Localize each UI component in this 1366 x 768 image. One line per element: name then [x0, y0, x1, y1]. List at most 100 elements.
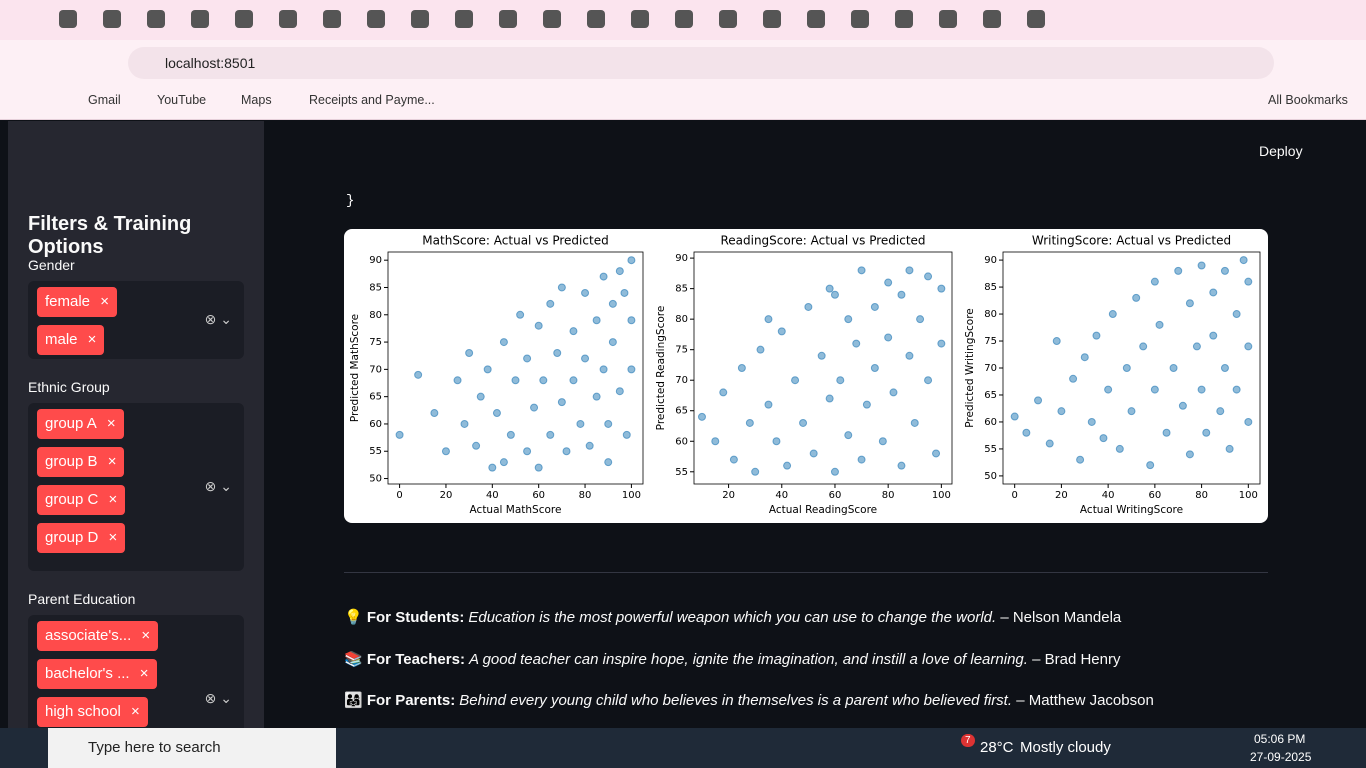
tab[interactable] [763, 10, 781, 28]
x-tick-label: 0 [396, 490, 402, 501]
icon: 📚 [344, 651, 363, 668]
icon: 💡 [344, 609, 363, 626]
multiselect[interactable]: associate's... bachelor's ... high schoo… [28, 615, 244, 728]
tab[interactable] [279, 10, 297, 28]
point [1244, 277, 1253, 286]
quote: 👨‍👩‍👧 For Parents: Behind every young chi… [344, 691, 1154, 709]
tab[interactable] [323, 10, 341, 28]
author: – Nelson Mandela [1000, 609, 1122, 626]
point [1076, 455, 1085, 464]
clock: 05:06 PM [1254, 732, 1306, 746]
tab[interactable] [939, 10, 957, 28]
point [1069, 374, 1078, 383]
point [1169, 364, 1178, 372]
tab[interactable] [235, 10, 253, 28]
point [764, 400, 773, 409]
y-tick-label: 85 [369, 282, 382, 293]
all-bookmarks[interactable]: All Bookmarks [1268, 93, 1348, 107]
tab[interactable] [719, 10, 737, 28]
multiselect[interactable]: group A group B group C group D ⊗ ⌄ [28, 403, 244, 571]
point [884, 333, 893, 342]
point [1150, 277, 1159, 286]
chip[interactable]: high school [37, 697, 148, 727]
tab[interactable] [191, 10, 209, 28]
x-tick-label: 100 [622, 490, 641, 501]
point [557, 398, 566, 407]
tab[interactable] [367, 10, 385, 28]
tab[interactable] [1027, 10, 1045, 28]
tab[interactable] [631, 10, 649, 28]
x-tick-label: 80 [579, 490, 592, 501]
chip[interactable]: associate's... [37, 621, 159, 651]
tab[interactable] [543, 10, 561, 28]
filter-label: Gender [28, 257, 75, 273]
tab[interactable] [455, 10, 473, 28]
x-tick-label: 80 [1195, 490, 1208, 501]
tab[interactable] [587, 10, 605, 28]
point [499, 338, 508, 347]
tab[interactable] [895, 10, 913, 28]
point [492, 409, 501, 418]
y-tick-label: 60 [675, 436, 688, 447]
chip[interactable]: group C [37, 485, 126, 515]
dropdown-controls[interactable]: ⊗ ⌄ [204, 311, 232, 327]
point [441, 447, 450, 456]
chip[interactable]: group B [37, 447, 125, 477]
point [1104, 385, 1113, 394]
deploy-button[interactable]: Deploy [1259, 143, 1303, 159]
tab[interactable] [983, 10, 1001, 28]
point [622, 430, 631, 439]
y-axis-label: Predicted ReadingScore [655, 306, 667, 431]
y-tick-label: 90 [675, 253, 688, 264]
point [825, 394, 834, 403]
point [1155, 320, 1164, 329]
icon: 👨‍👩‍👧 [344, 692, 363, 709]
point [604, 458, 613, 467]
search-box[interactable]: Type here to search [48, 728, 336, 768]
point [1232, 385, 1241, 394]
chip[interactable]: bachelor's ... [37, 659, 157, 689]
point [1209, 331, 1218, 340]
point [751, 467, 760, 476]
dropdown-controls[interactable]: ⊗ ⌄ [204, 690, 232, 706]
tab[interactable] [147, 10, 165, 28]
author: – Matthew Jacobson [1016, 692, 1154, 709]
point [924, 376, 933, 385]
bookmark[interactable]: Maps [241, 93, 272, 107]
point [592, 392, 601, 401]
tab[interactable] [411, 10, 429, 28]
tab[interactable] [499, 10, 517, 28]
point [1178, 401, 1187, 410]
point [627, 316, 636, 325]
tab[interactable] [59, 10, 77, 28]
point [1022, 428, 1031, 437]
tab[interactable] [807, 10, 825, 28]
chip[interactable]: group D [37, 523, 126, 553]
chip[interactable]: male [37, 325, 105, 355]
tab[interactable] [103, 10, 121, 28]
point [905, 351, 914, 360]
tab[interactable] [675, 10, 693, 28]
tab[interactable] [851, 10, 869, 28]
chip[interactable]: group A [37, 409, 124, 439]
y-tick-label: 75 [675, 345, 688, 356]
point [1174, 266, 1183, 275]
point [1150, 385, 1159, 394]
bookmark[interactable]: Gmail [88, 93, 121, 107]
point [569, 327, 578, 336]
chip[interactable]: female [37, 287, 117, 317]
multiselect[interactable]: female male ⊗ ⌄ [28, 281, 244, 359]
taskbar: Type here to search 7 28°C Mostly cloudy… [0, 728, 1366, 768]
y-tick-label: 75 [369, 337, 382, 348]
bookmark[interactable]: YouTube [157, 93, 207, 107]
date: 27-09-2025 [1250, 750, 1312, 764]
bookmark[interactable]: Receipts and Payme... [309, 93, 435, 107]
point [585, 441, 594, 450]
url: localhost:8501 [165, 55, 256, 71]
point [1092, 331, 1101, 340]
point [1239, 256, 1248, 265]
dropdown-controls[interactable]: ⊗ ⌄ [204, 478, 232, 494]
point [804, 302, 813, 311]
address-bar[interactable]: localhost:8501 [128, 47, 1274, 79]
point [1232, 310, 1241, 319]
